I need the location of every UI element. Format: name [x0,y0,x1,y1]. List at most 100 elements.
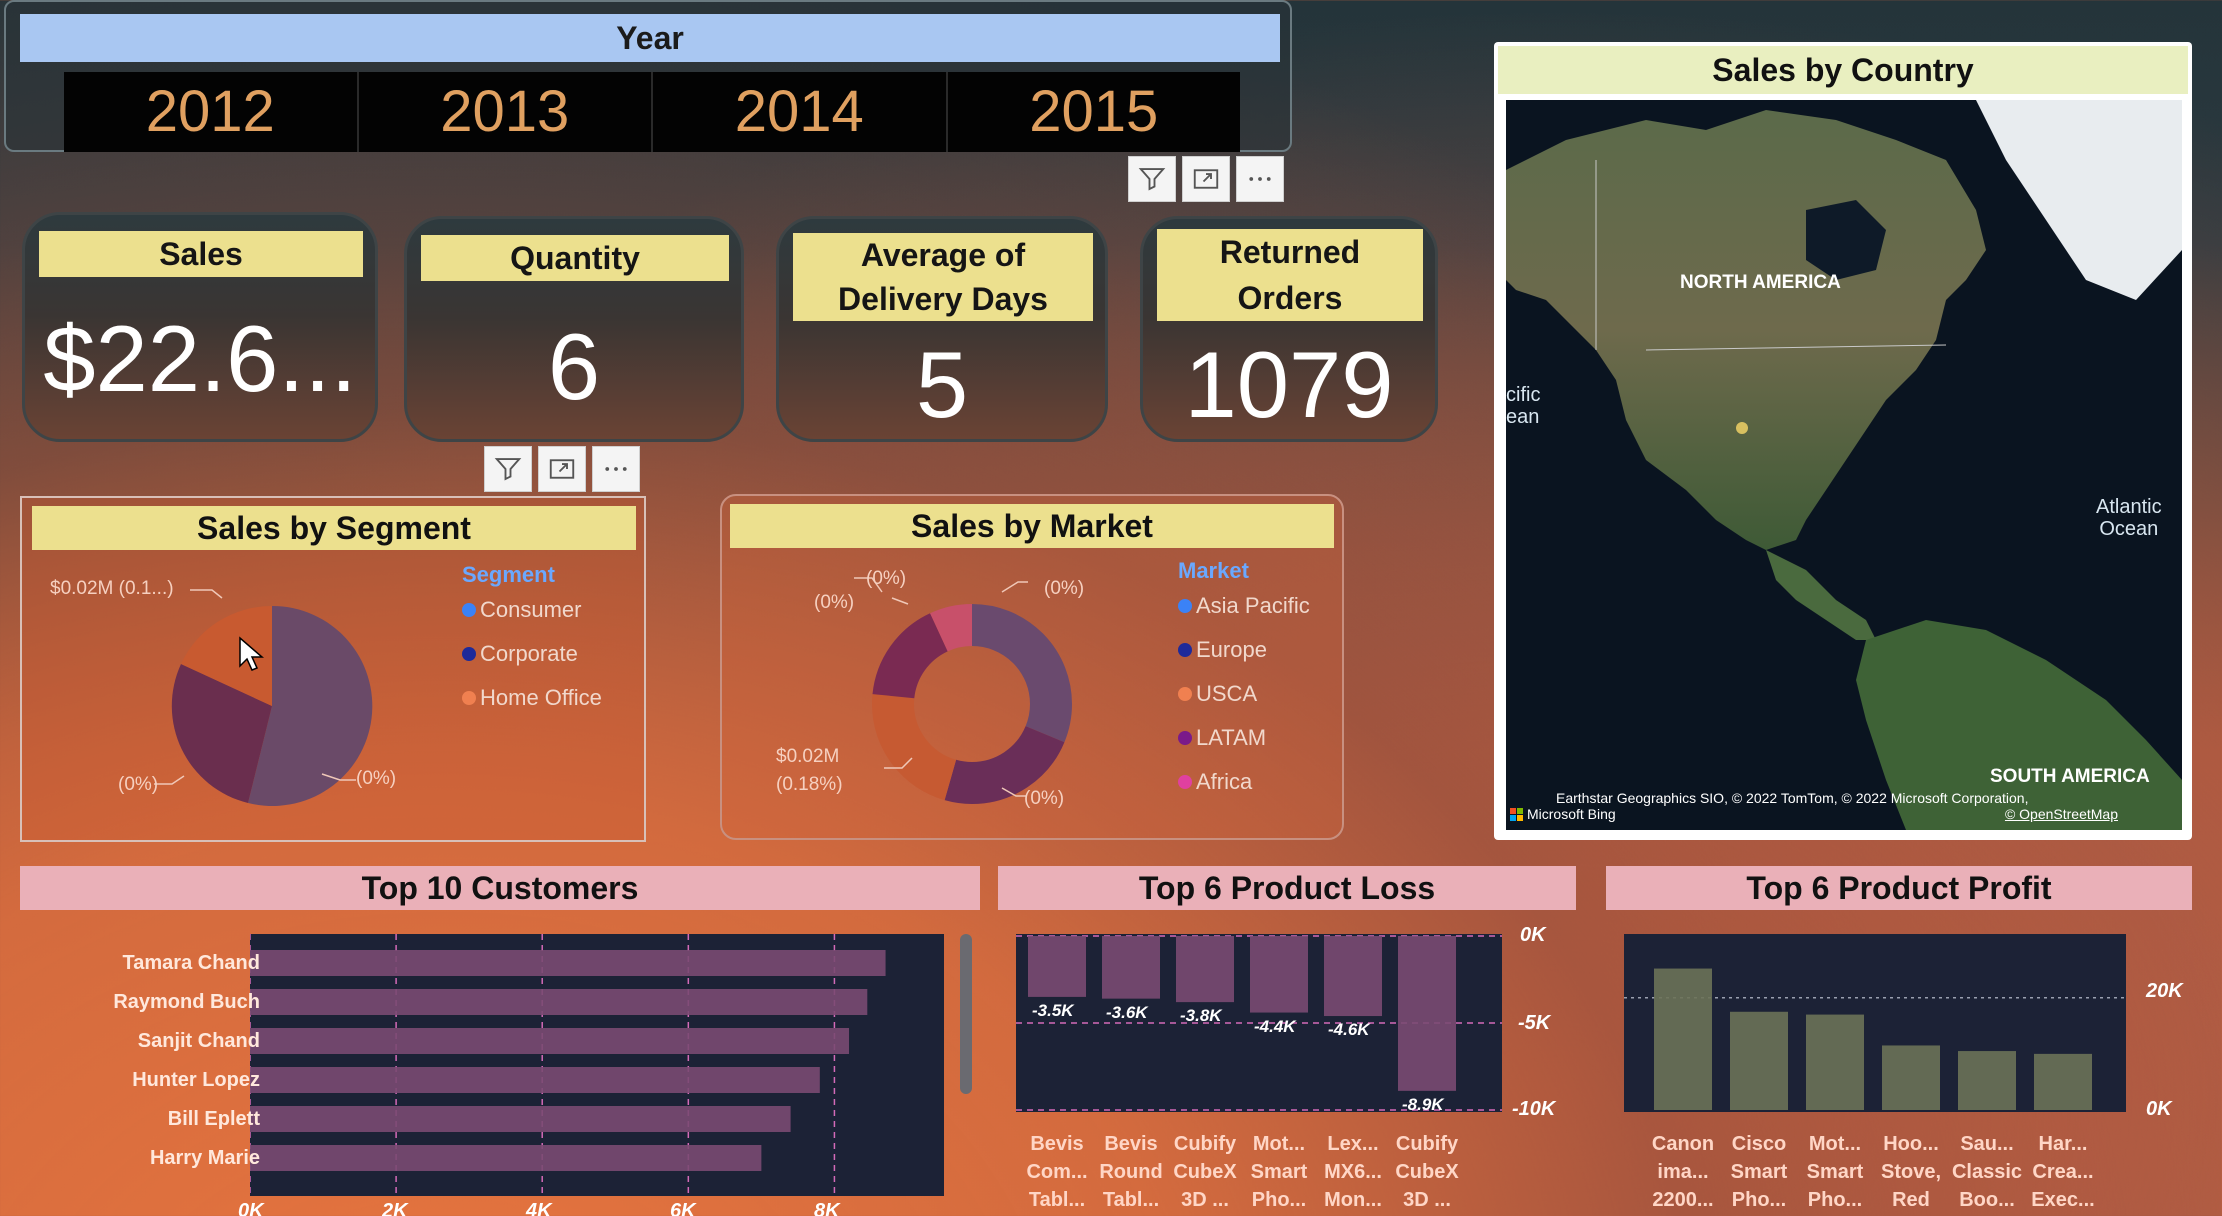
filter-icon[interactable] [1128,156,1176,202]
legend-dot [1178,643,1192,657]
profit-bar[interactable] [2034,1053,2092,1110]
map-ocean-line: ean [1506,406,1540,428]
loss-bar[interactable] [1324,936,1382,1017]
legend-dot [1178,731,1192,745]
legend-item-africa[interactable]: Africa [1178,760,1310,804]
product-loss-title: Top 6 Product Loss [998,866,1576,910]
more-options-icon[interactable] [592,446,640,492]
loss-bar-value: -4.6K [1328,1020,1370,1040]
loss-bar[interactable] [1028,936,1086,997]
kpi-card-returned-orders[interactable]: Returned Orders 1079 [1140,216,1438,442]
y-tick: 0K [2146,1098,2172,1120]
loss-bar-chart[interactable] [1016,934,1502,1112]
profit-bar[interactable] [1654,968,1712,1110]
legend-item-usca[interactable]: USCA [1178,672,1310,716]
kpi-value-avg-delivery-days: 5 [915,332,969,437]
year-tile-2014[interactable]: 2014 [653,72,948,152]
donut-slice-usca[interactable] [872,604,1072,804]
sales-map[interactable]: NORTH AMERICA SOUTH AMERICA cific ean At… [1506,100,2182,830]
sales-by-segment-panel[interactable]: Sales by Segment $0.02M (0.1...) (0%) (0… [20,496,646,842]
legend-label: Europe [1196,637,1267,662]
sales-by-country-panel[interactable]: Sales by Country [1494,42,2192,840]
customer-bar[interactable] [250,989,868,1015]
customers-bar-chart[interactable] [250,934,944,1196]
donut-slice-europe[interactable] [872,604,1072,804]
donut-slice-africa[interactable] [872,604,1072,804]
pie-slice-home-office[interactable] [181,605,272,706]
segment-legend: Segment Consumer Corporate Home Office [462,562,602,720]
profit-bar-chart[interactable] [1624,934,2126,1112]
segment-legend-title: Segment [462,562,555,587]
customer-name: Raymond Buch [113,991,260,1013]
legend-item-europe[interactable]: Europe [1178,628,1310,672]
profit-bar[interactable] [1958,1051,2016,1110]
legend-item-asia-pacific[interactable]: Asia Pacific [1178,584,1310,628]
legend-item-corporate[interactable]: Corporate [462,632,602,676]
kpi-card-sales[interactable]: Sales $22.6... [22,212,378,442]
pie-slice-consumer[interactable] [248,605,373,806]
customer-name: Bill Eplett [167,1108,260,1130]
legend-item-latam[interactable]: LATAM [1178,716,1310,760]
loss-bar[interactable] [1102,936,1160,999]
market-label-top-b: (0%) [814,592,855,613]
loss-category-label: Bevis Round Tabl... [1099,1133,1163,1211]
segment-chart-title: Sales by Segment [32,506,636,550]
top-customers-panel[interactable]: Top 10 Customers Tamara Chand Raymond Bu… [20,866,980,1216]
microsoft-logo-icon [1510,807,1523,821]
customer-name: Tamara Chand [122,952,260,974]
more-options-icon[interactable] [1236,156,1284,202]
map-ocean-line: Ocean [2099,518,2159,540]
kpi-value-quantity: 6 [547,314,601,419]
focus-mode-icon[interactable] [1182,156,1230,202]
loss-bar[interactable] [1250,936,1308,1013]
focus-mode-icon[interactable] [538,446,586,492]
kpi-card-avg-delivery-days[interactable]: Average of Delivery Days 5 [776,216,1108,442]
map-ocean-line: cific [1506,384,1541,406]
customer-bar[interactable] [250,1145,762,1171]
customer-bar[interactable] [250,950,886,976]
loss-bar[interactable] [1398,936,1456,1091]
profit-category-label: Cisco Smart Pho... [1730,1133,1788,1211]
profit-bar[interactable] [1882,1045,1940,1110]
central-america-shape [1766,550,1876,640]
osm-link[interactable]: © OpenStreetMap [2004,806,2118,822]
year-tile-2012[interactable]: 2012 [64,72,359,152]
kpi-title-line-2: Delivery Days [838,281,1048,317]
customer-bar[interactable] [250,1106,791,1132]
kpi-value-returned-orders: 1079 [1184,332,1394,437]
map-attribution: Earthstar Geographics SIO, © 2022 TomTom… [1510,790,2178,822]
customers-scrollbar[interactable] [960,934,972,1094]
kpi-card-quantity[interactable]: Quantity 6 [404,216,744,442]
legend-item-consumer[interactable]: Consumer [462,588,602,632]
loss-bar[interactable] [1176,936,1234,1003]
loss-bar-value: -4.4K [1254,1016,1296,1036]
profit-bar[interactable] [1806,1014,1864,1110]
map-bubble-usa[interactable] [1736,422,1748,434]
greenland-shape [1976,100,2182,300]
hudson-bay-shape [1806,200,1886,280]
product-loss-panel[interactable]: Top 6 Product Loss 0K -5K -10K -3.5K -3.6… [998,866,1576,1216]
profit-category-label: Canon ima... 2200... [1651,1133,1715,1211]
product-profit-panel[interactable]: Top 6 Product Profit 20K 0K Canon ima... 2… [1606,866,2192,1216]
customer-name: Sanjit Chand [137,1030,260,1052]
customer-bar[interactable] [250,1067,820,1093]
year-tile-2015[interactable]: 2015 [947,72,1240,152]
profit-category-label: Hoo... Stove, Red [1880,1133,1942,1211]
profit-bar[interactable] [1730,1011,1788,1110]
segment-pie-chart[interactable] [152,586,392,826]
profit-category-label: Har... Crea... Exec... [2031,1133,2095,1211]
filter-icon[interactable] [484,446,532,492]
legend-item-home-office[interactable]: Home Office [462,676,602,720]
legend-label: Africa [1196,769,1253,794]
legend-label: LATAM [1196,725,1267,750]
legend-dot [462,603,476,617]
pie-slice-corporate[interactable] [171,664,272,803]
year-tile-2013[interactable]: 2013 [358,72,653,152]
sales-by-market-panel[interactable]: Sales by Market (0%) (0%) (0%) $0.02M (0… [720,494,1344,840]
market-donut-chart[interactable] [852,584,1092,824]
y-tick: 20K [2146,980,2183,1002]
map-label-south-america: SOUTH AMERICA [1990,766,2150,787]
legend-label: USCA [1196,681,1258,706]
customer-bar[interactable] [250,1028,850,1054]
loss-bar-value: -3.6K [1106,1002,1148,1022]
